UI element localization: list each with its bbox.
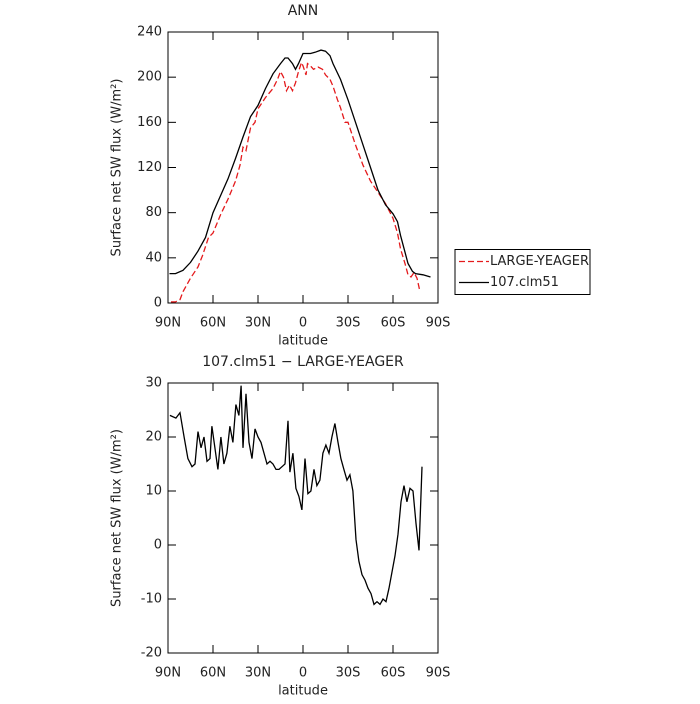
- x-axis-label: latitude: [278, 684, 328, 699]
- y-tick-label: 0: [154, 538, 162, 553]
- x-tick-label: 0: [299, 316, 307, 331]
- legend-box: [454, 249, 591, 295]
- x-tick-label: 30S: [336, 666, 361, 681]
- x-tick-label: 60S: [381, 666, 406, 681]
- y-axis-label: Surface net SW flux (W/m²): [110, 79, 125, 257]
- y-tick-label: 30: [145, 376, 162, 391]
- y-tick-label: 120: [137, 160, 162, 175]
- x-tick-label: 30S: [336, 316, 361, 331]
- x-tick-label: 90N: [155, 666, 181, 681]
- y-tick-label: 10: [145, 484, 162, 499]
- x-tick-label: 90S: [426, 666, 451, 681]
- y-tick-label: -20: [141, 646, 162, 661]
- y-tick-label: 80: [145, 205, 162, 220]
- legend-label: 107.clm51: [490, 275, 559, 290]
- y-tick-label: -10: [141, 592, 162, 607]
- x-tick-label: 30N: [245, 666, 271, 681]
- x-tick-label: 60N: [200, 316, 226, 331]
- legend-label: LARGE-YEAGER: [490, 254, 589, 269]
- y-tick-label: 20: [145, 430, 162, 445]
- plot-frame: [167, 382, 439, 654]
- data-line: [169, 385, 423, 606]
- x-tick-label: 90S: [426, 316, 451, 331]
- x-tick-label: 90N: [155, 316, 181, 331]
- data-line: [171, 60, 421, 303]
- chart-title: 107.clm51 − LARGE-YEAGER: [202, 354, 404, 370]
- x-tick-label: 60S: [381, 316, 406, 331]
- x-axis-label: latitude: [278, 334, 328, 349]
- y-tick-label: 160: [137, 115, 162, 130]
- y-tick-label: 240: [137, 25, 162, 40]
- x-tick-label: 30N: [245, 316, 271, 331]
- y-tick-label: 40: [145, 250, 162, 265]
- chart-title: ANN: [288, 3, 319, 19]
- x-tick-label: 60N: [200, 666, 226, 681]
- y-tick-label: 200: [137, 70, 162, 85]
- x-tick-label: 0: [299, 666, 307, 681]
- plot-frame: [167, 31, 439, 304]
- data-line: [169, 49, 431, 278]
- y-tick-label: 0: [154, 296, 162, 311]
- y-axis-label: Surface net SW flux (W/m²): [110, 429, 125, 607]
